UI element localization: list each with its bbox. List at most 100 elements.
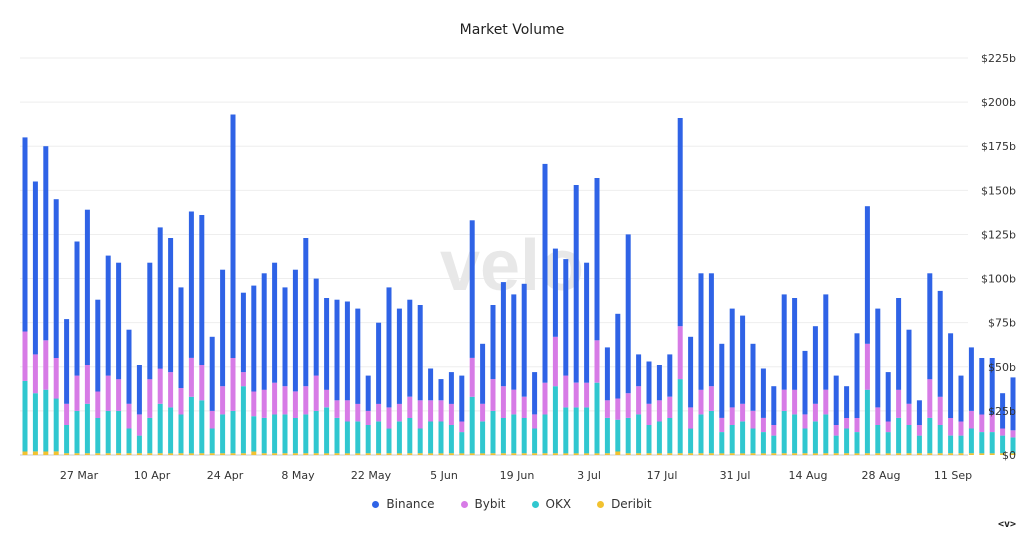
y-tick-label: $0 [1002,449,1016,462]
bar-okx [126,428,132,454]
bar-bybit [116,379,122,411]
bar-okx [32,393,38,452]
bar-deribit [84,453,90,455]
bar-deribit [542,453,548,455]
bar-deribit [573,453,579,455]
bar-okx [688,428,694,454]
bar-deribit [750,453,756,455]
bar-deribit [261,453,267,455]
bar-deribit [240,453,246,455]
bar-deribit [417,453,423,455]
legend-item-bybit[interactable]: Bybit [460,497,506,511]
bar-deribit [906,453,912,455]
bar-binance [750,343,756,411]
bar-bybit [43,340,49,390]
bar-binance [594,178,600,341]
bar-binance [740,315,746,404]
bar-okx [417,428,423,454]
bar-binance [989,358,995,415]
bar-binance [469,220,475,358]
y-axis-ticks: $0 $25b $50b $75b $100b $125b $150b $175b $200b $… [981,52,1016,462]
bar-okx [178,414,184,454]
legend-item-binance[interactable]: Binance [372,497,435,511]
y-tick-label: $25b [988,405,1016,418]
bar-bybit [417,400,423,429]
bar-bybit [885,421,891,433]
chart-title: Market Volume [459,22,565,38]
bar-okx [209,428,215,454]
bar-deribit [376,453,382,455]
bar-bybit [272,382,278,415]
bar-okx [147,417,153,454]
bar-group [22,114,1016,455]
bar-binance [386,287,392,408]
bar-bybit [906,403,912,425]
bar-okx [261,417,267,454]
bar-deribit [604,453,610,455]
bar-bybit [147,379,153,418]
bar-binance [916,400,922,425]
legend-item-deribit[interactable]: Deribit [597,497,652,511]
bar-deribit [1000,453,1006,455]
legend-dot [372,500,380,508]
legend-label: Binance [386,497,435,511]
bar-bybit [615,398,621,420]
bar-bybit [53,358,59,399]
bar-deribit [948,453,954,455]
bar-okx [812,421,818,454]
bar-bybit [220,386,226,415]
bar-bybit [126,403,132,429]
bar-okx [43,389,49,452]
bar-okx [199,400,205,454]
bar-binance [43,146,49,341]
bar-bybit [32,354,38,394]
bar-deribit [729,453,735,455]
bar-binance [105,255,111,376]
bar-okx [979,432,985,454]
bar-okx [552,386,558,454]
bar-bybit [168,372,174,408]
bar-deribit [979,453,985,455]
bar-binance [833,375,839,425]
bar-bybit [833,425,839,436]
bar-bybit [656,400,662,422]
bar-deribit [188,453,194,455]
legend-label: Deribit [611,497,652,511]
bar-deribit [615,451,621,455]
bar-binance [760,368,766,418]
bar-binance [625,234,631,394]
bar-binance [604,347,610,401]
bar-okx [563,407,569,454]
bar-binance [157,227,163,369]
bar-binance [948,333,954,418]
bar-bybit [802,414,808,429]
y-tick-label: $100b [981,273,1016,286]
bar-bybit [376,403,382,422]
bar-okx [760,432,766,454]
bar-binance [719,343,725,418]
bar-bybit [199,365,205,401]
bar-deribit [584,453,590,455]
bar-bybit [532,414,538,429]
bar-okx [22,380,28,452]
bar-deribit [490,453,496,455]
bar-okx [355,421,361,454]
bar-deribit [469,453,475,455]
bar-okx [989,432,995,454]
bar-okx [844,428,850,454]
bar-bybit [334,400,340,418]
bar-bybit [958,421,964,436]
x-tick-label: 10 Apr [134,469,171,482]
bar-binance [126,329,132,404]
bar-deribit [636,453,642,455]
legend-item-okx[interactable]: OKX [531,497,571,511]
code-icon[interactable]: <v> [997,519,1016,530]
bar-bybit [688,407,694,429]
bar-deribit [220,453,226,455]
bar-bybit [74,375,80,411]
bar-deribit [927,453,933,455]
bar-deribit [760,453,766,455]
bar-deribit [178,453,184,455]
bar-okx [958,435,964,454]
bar-okx [324,407,330,454]
